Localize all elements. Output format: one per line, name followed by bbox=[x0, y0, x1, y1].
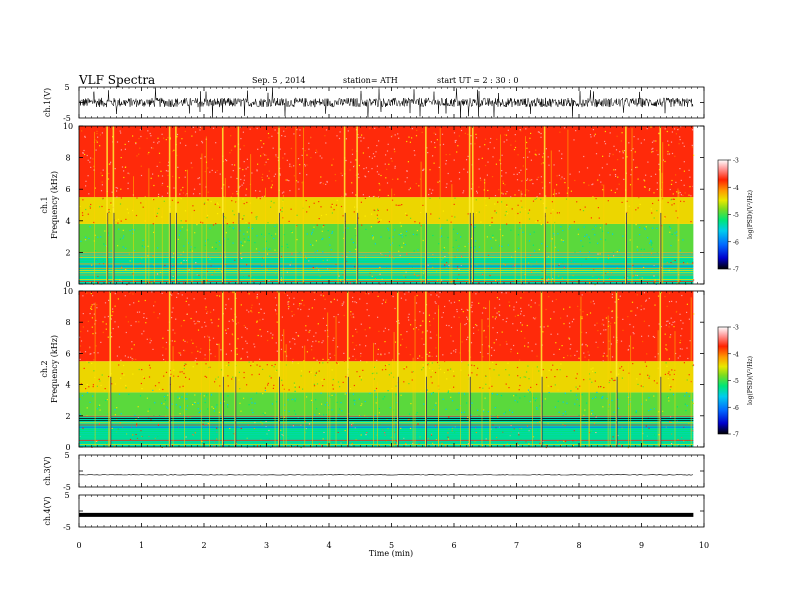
figure-title: VLF Spectra bbox=[78, 73, 155, 87]
ch4-waveform-panel-ytick-neg5: -5 bbox=[63, 523, 71, 532]
ch2-spectrogram-panel-band-1 bbox=[79, 392, 694, 416]
ch1-spectrogram-panel-colorbar-tick--5: -5 bbox=[733, 212, 739, 219]
ch2-spectrogram-panel: 10 8 6 4 2 0 ch.2 Frequency (kHz) -3 -4 -5 -6 -7 log(… bbox=[40, 287, 754, 452]
ch4-waveform-panel-ytick-5: 5 bbox=[64, 491, 69, 500]
ch2-spectrogram-panel-colorbar-tick--6: -6 bbox=[733, 405, 739, 412]
ch3-waveform-panel-ylabel: ch.3(V) bbox=[43, 456, 52, 485]
ch1-spectrogram-panel-ylabel-channel: ch.1 bbox=[40, 196, 49, 213]
x-tick-label-3: 3 bbox=[264, 541, 269, 550]
ch1-spectrogram-panel-colorbar-tick--7: -7 bbox=[733, 267, 739, 274]
ch2-spectrogram-panel-colorbar bbox=[717, 326, 729, 435]
ch4-waveform-panel-frame bbox=[78, 494, 705, 528]
ch1-waveform-panel: 5 -5 ch.1(V) bbox=[43, 83, 705, 123]
ch1-spectrogram-panel-ytick-2: 2 bbox=[65, 248, 70, 257]
ch1-spectrogram-panel-ylabel-frequency: Frequency (kHz) bbox=[50, 171, 59, 239]
ch1-spectrogram-panel-band-1 bbox=[79, 223, 694, 253]
ch1-waveform-panel-ylabel: ch.1(V) bbox=[43, 88, 52, 117]
ch1-spectrogram-panel: 10 8 6 4 2 0 ch.1 Frequency (kHz) -3 -4 -5 -6 -7 log(… bbox=[40, 122, 754, 289]
ch1-spectrogram-panel-colorbar-tick--6: -6 bbox=[733, 239, 739, 246]
ch2-spectrogram-panel-ylabel-channel: ch.2 bbox=[40, 360, 49, 377]
start-time-label: start UT = 2 : 30 : 0 bbox=[437, 76, 518, 85]
ch1-spectrogram-panel-band-3 bbox=[79, 126, 694, 198]
ch3-waveform-panel: 5 -5 ch.3(V) bbox=[43, 451, 705, 492]
ch2-spectrogram-panel-band-2 bbox=[79, 361, 694, 393]
x-tick-label-0: 0 bbox=[76, 541, 81, 550]
ch1-spectrogram-panel-sferics bbox=[94, 126, 680, 284]
ch2-spectrogram-panel-colorbar-label: log(PSD)(V²/Hz) bbox=[747, 356, 754, 405]
ch2-spectrogram-panel-speckle bbox=[79, 291, 695, 449]
ch1-waveform-panel-ytick-5: 5 bbox=[64, 83, 69, 92]
ch1-spectrogram-panel-ytick-10: 10 bbox=[63, 122, 73, 131]
ch2-spectrogram-panel-ytick-2: 2 bbox=[65, 412, 70, 421]
ch2-spectrogram-panel-band-3 bbox=[79, 291, 694, 362]
ch2-spectrogram-panel-colorbar-tick--4: -4 bbox=[733, 351, 739, 358]
ch2-spectrogram-panel-hlines bbox=[79, 415, 694, 446]
ch2-spectrogram-panel-ytick-8: 8 bbox=[65, 318, 70, 327]
x-tick-label-4: 4 bbox=[326, 541, 331, 550]
x-tick-label-5: 5 bbox=[389, 541, 394, 550]
ch1-spectrogram-panel-ytick-6: 6 bbox=[65, 185, 70, 194]
ch1-spectrogram-panel-colorbar-label: log(PSD)(V²/Hz) bbox=[747, 190, 754, 239]
ch2-spectrogram-panel-colorbar-tick--7: -7 bbox=[733, 432, 739, 439]
ch1-spectrogram-panel-band-2 bbox=[79, 197, 694, 224]
ch1-spectrogram-panel-hlines bbox=[79, 252, 694, 283]
ch2-spectrogram-panel-colorbar-tick--3: -3 bbox=[733, 325, 739, 332]
x-tick-label-2: 2 bbox=[201, 541, 206, 550]
x-tick-label-7: 7 bbox=[514, 541, 519, 550]
x-tick-label-9: 9 bbox=[639, 541, 644, 550]
ch1-spectrogram-panel-colorbar-tick--4: -4 bbox=[733, 185, 739, 192]
ch2-spectrogram-panel-ylabel-frequency: Frequency (kHz) bbox=[50, 335, 59, 403]
ch1-spectrogram-panel-ytick-8: 8 bbox=[65, 154, 70, 163]
ch1-spectrogram-panel-ytick-0: 0 bbox=[65, 280, 70, 289]
x-tick-label-10: 10 bbox=[699, 541, 709, 550]
ch3-waveform-panel-ytick-5: 5 bbox=[64, 451, 69, 460]
ch1-spectrogram-panel-ytick-4: 4 bbox=[65, 217, 70, 226]
ch2-spectrogram-panel-sferics bbox=[94, 291, 692, 447]
x-axis-label: Time (min) bbox=[369, 549, 413, 558]
station-label: station= ATH bbox=[343, 76, 398, 85]
ch1-waveform-panel-ytick-neg5: -5 bbox=[63, 114, 71, 123]
ch2-spectrogram-panel-colorbar-tick--5: -5 bbox=[733, 378, 739, 385]
ch3-waveform-panel-frame bbox=[78, 454, 705, 488]
date-label: Sep. 5 , 2014 bbox=[252, 76, 306, 85]
x-tick-label-1: 1 bbox=[139, 541, 144, 550]
ch2-spectrogram-panel-ytick-0: 0 bbox=[65, 443, 70, 452]
ch3-waveform-panel-ytick-neg5: -5 bbox=[63, 483, 71, 492]
x-tick-label-6: 6 bbox=[451, 541, 456, 550]
ch1-waveform-panel-trace bbox=[78, 87, 694, 118]
ch4-waveform-panel-ylabel: ch.4(V) bbox=[43, 496, 52, 525]
ch2-spectrogram-panel-ytick-6: 6 bbox=[65, 349, 70, 358]
ch2-spectrogram-panel-ytick-4: 4 bbox=[65, 381, 70, 390]
ch4-waveform-panel: 5 -5 ch.4(V) bbox=[43, 491, 705, 532]
ch2-spectrogram-panel-ytick-10: 10 bbox=[63, 287, 73, 296]
x-tick-label-8: 8 bbox=[576, 541, 581, 550]
ch3-waveform-panel-trace bbox=[79, 474, 694, 476]
ch1-spectrogram-panel-colorbar-tick--3: -3 bbox=[733, 158, 739, 165]
ch1-spectrogram-panel-colorbar bbox=[717, 159, 729, 270]
ch1-spectrogram-panel-speckle bbox=[79, 126, 695, 286]
